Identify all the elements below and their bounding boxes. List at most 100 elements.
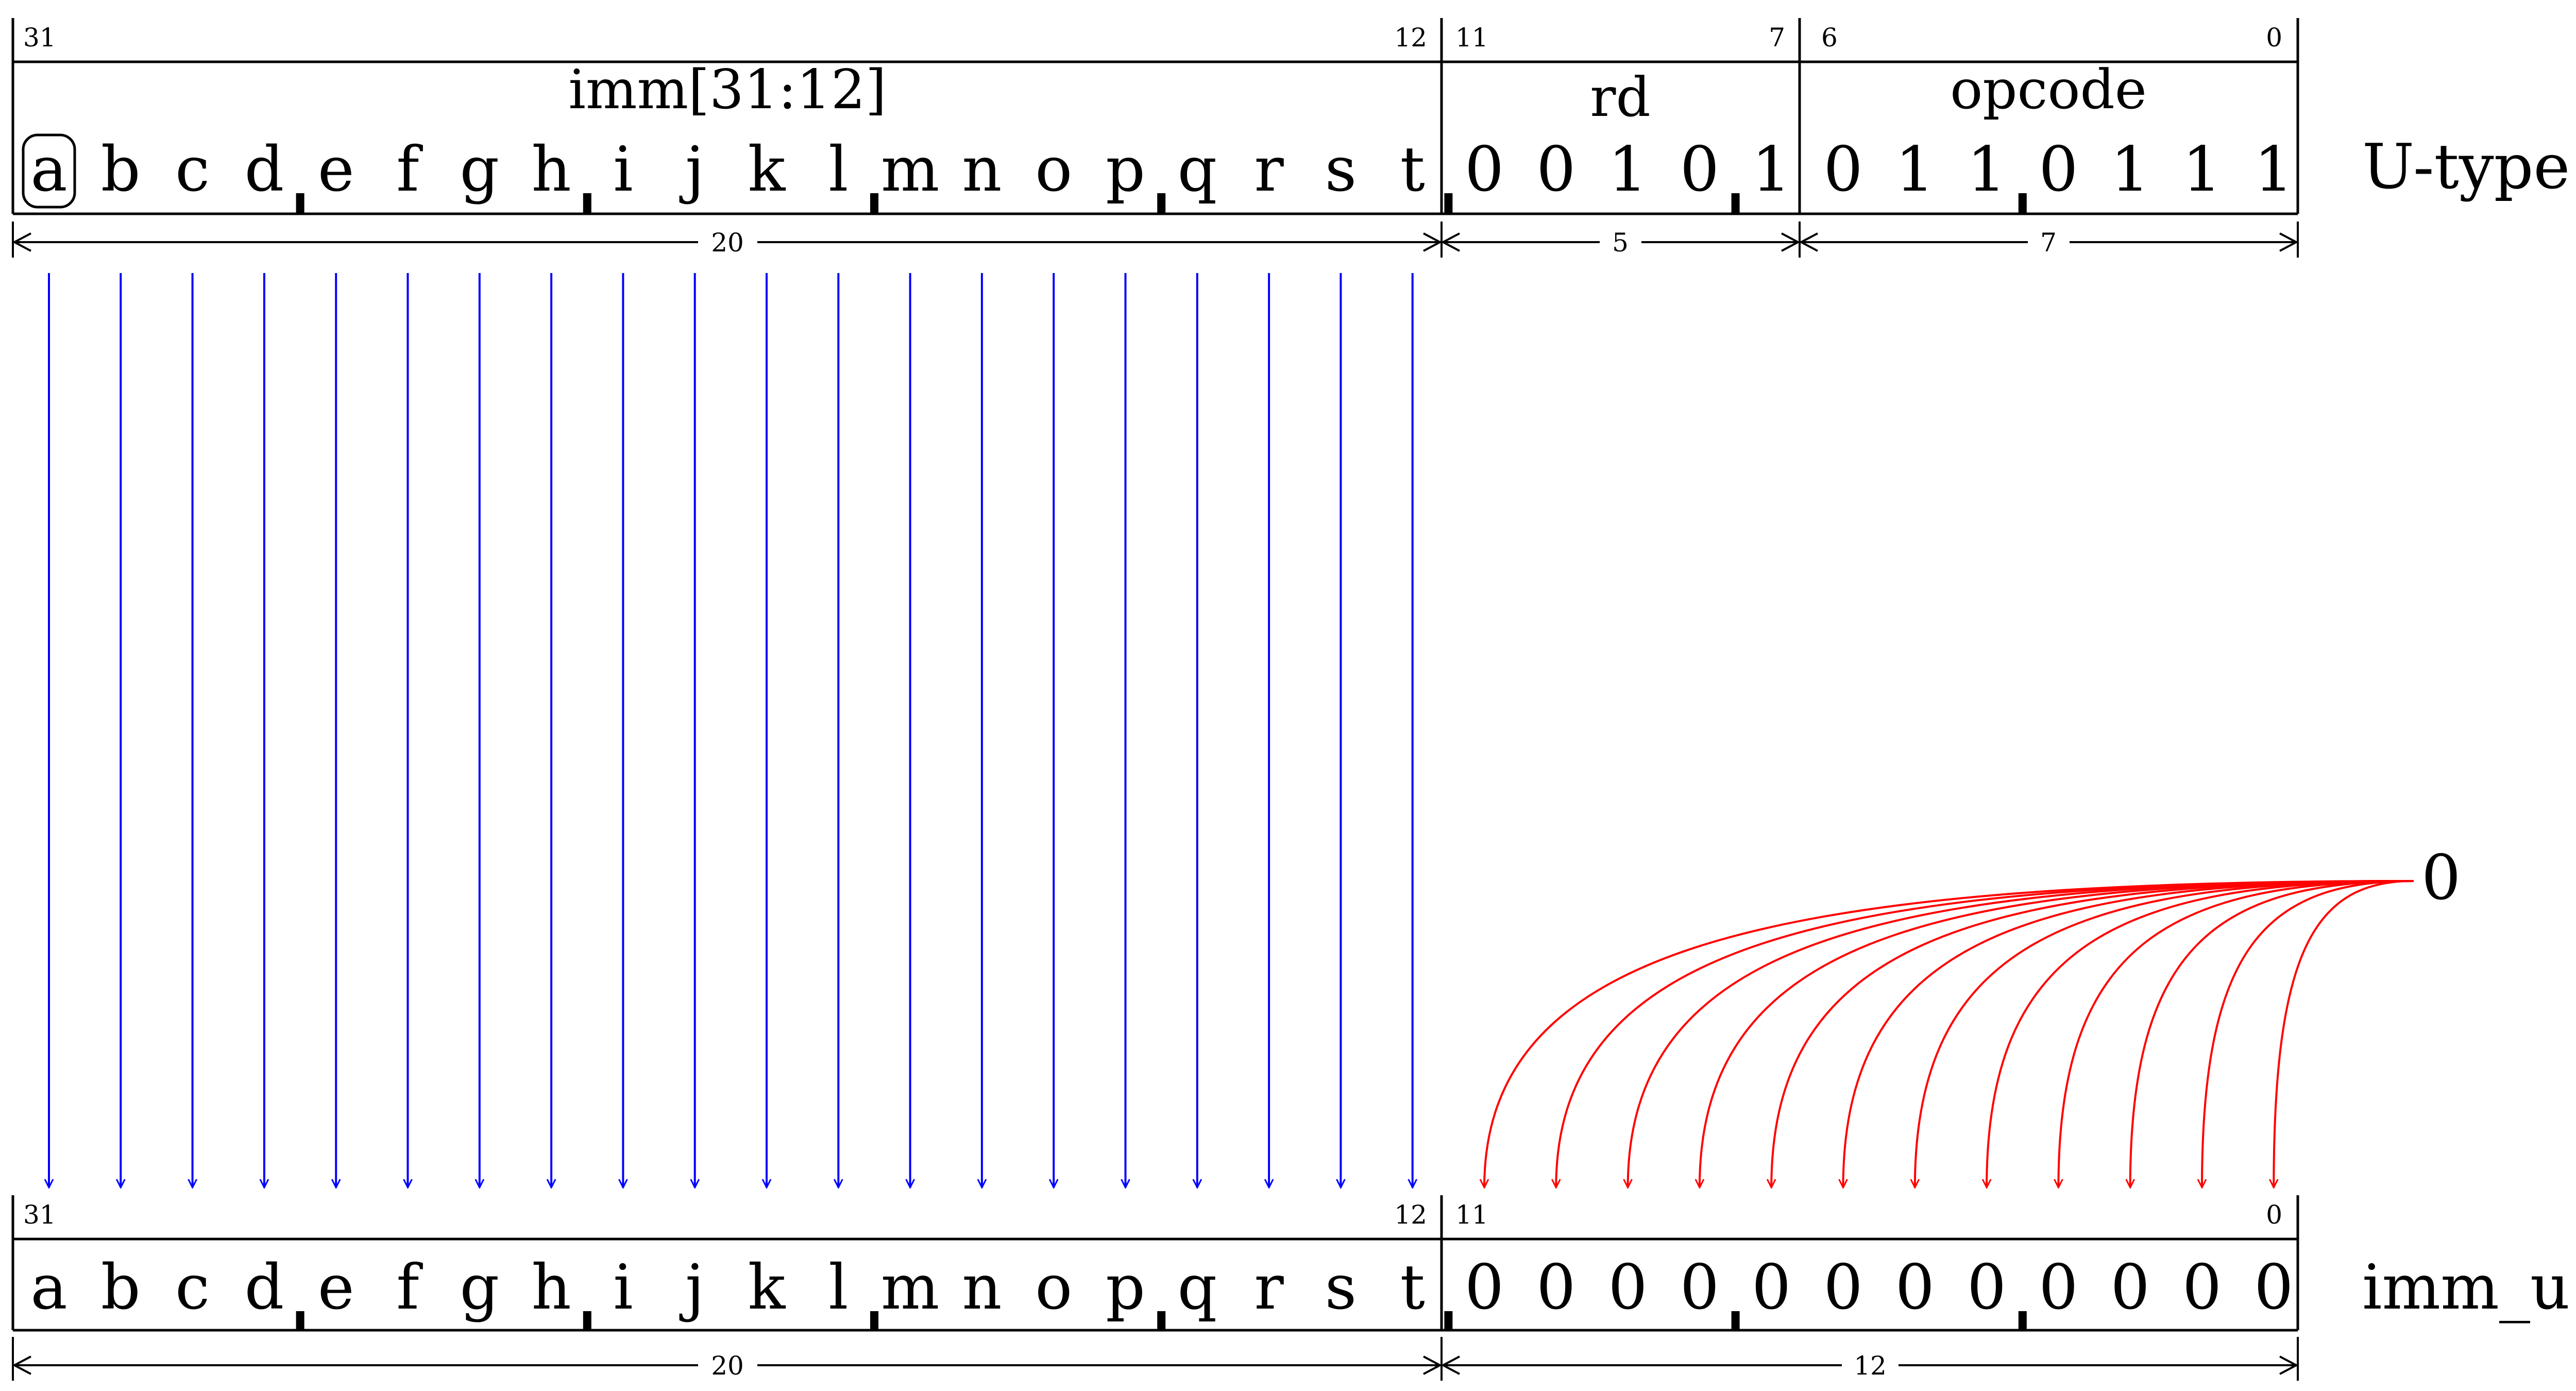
utype-bit-26: f: [396, 134, 423, 206]
zero-arrow-bit-6: [1843, 880, 2414, 1188]
immu-bit-11: 0: [1465, 1252, 1504, 1324]
utype-bit-7: 1: [1752, 134, 1791, 206]
utype-bit-2: 1: [2111, 134, 2150, 206]
zero-arrow-bit-9: [1628, 880, 2414, 1188]
immu-bit-14: r: [1254, 1252, 1284, 1324]
utype-field-opcode: opcode: [1950, 58, 2147, 121]
utype-bit-16: p: [1106, 134, 1145, 206]
immu-bitnum-11: 11: [1455, 1200, 1488, 1230]
u-type-register: 31 12 11 7 6 0 imm[31:12] rd opcode U-ty…: [11, 18, 2570, 258]
immu-bit-23: i: [613, 1252, 633, 1324]
utype-bit-27: e: [318, 134, 354, 206]
immu-bit-26: f: [396, 1252, 423, 1324]
immu-bit-17: o: [1035, 1252, 1072, 1324]
utype-bit-4: 1: [1967, 134, 2006, 206]
utype-bitnum-0: 0: [2266, 23, 2282, 53]
immu-bit-7: 0: [1752, 1252, 1791, 1324]
immu-bit-30: b: [101, 1252, 141, 1324]
utype-row-label: U-type: [2362, 131, 2570, 203]
immu-bit-18: n: [962, 1252, 1002, 1324]
utype-dim-rd-arrow-right: [1641, 232, 1801, 252]
utype-bit-25: g: [460, 134, 499, 206]
utype-field-rd: rd: [1590, 66, 1650, 129]
utype-width-rd: 5: [1612, 228, 1629, 258]
utype-dim-imm-arrow-right: [757, 232, 1443, 252]
utype-dim-rd-arrow-left: [1440, 232, 1600, 252]
immu-dim-lower-arrow-right: [1899, 1355, 2299, 1375]
immu-bit-25: g: [460, 1252, 499, 1324]
immu-bit-8: 0: [1680, 1252, 1719, 1324]
utype-bit-21: k: [748, 134, 786, 206]
utype-bit-28: d: [244, 134, 284, 206]
utype-bit-6: 0: [1823, 134, 1862, 206]
utype-field-imm: imm[31:12]: [568, 58, 886, 121]
immu-bitnum-12: 12: [1394, 1200, 1427, 1230]
zero-arrow-bit-10: [1556, 880, 2414, 1188]
immu-bit-4: 0: [1967, 1252, 2006, 1324]
zero-arrow-bit-11: [1484, 880, 2414, 1188]
utype-bit-31: a: [30, 134, 67, 206]
utype-width-opcode: 7: [2040, 228, 2057, 258]
utype-bitnum-31: 31: [23, 23, 56, 53]
immu-bit-13: s: [1325, 1252, 1357, 1324]
immu-bitnum-31: 31: [23, 1200, 56, 1230]
immu-bit-15: q: [1177, 1252, 1217, 1324]
immu-dim-upper-arrow-right: [757, 1355, 1443, 1375]
utype-bitnum-12: 12: [1394, 23, 1427, 53]
utype-bit-1: 1: [2182, 134, 2222, 206]
utype-bit-18: n: [962, 134, 1002, 206]
utype-bit-15: q: [1177, 134, 1217, 206]
utype-width-imm: 20: [711, 228, 744, 258]
utype-bit-12: t: [1400, 134, 1425, 206]
zero-arrow-bit-7: [1771, 880, 2414, 1188]
utype-bit-24: h: [531, 134, 571, 206]
utype-bit-17: o: [1035, 134, 1072, 206]
immu-bit-6: 0: [1823, 1252, 1862, 1324]
immu-bit-1: 0: [2182, 1252, 2222, 1324]
utype-dim-opcode-arrow-left: [1799, 232, 2028, 252]
immu-width-lower: 12: [1854, 1351, 1887, 1381]
immu-bit-12: t: [1400, 1252, 1425, 1324]
immu-bitnum-0: 0: [2266, 1200, 2282, 1230]
immu-bit-22: j: [679, 1252, 704, 1324]
zero-arrow-bit-4: [1987, 880, 2414, 1188]
utype-dim-opcode-arrow-right: [2070, 232, 2299, 252]
utype-bitnum-6: 6: [1821, 23, 1838, 53]
immu-width-upper: 20: [711, 1351, 744, 1381]
utype-bit-9: 1: [1608, 134, 1647, 206]
utype-nibble-ticks: [296, 193, 2027, 214]
utype-dim-imm-arrow-left: [12, 232, 698, 252]
immu-bit-31: a: [30, 1252, 67, 1324]
zero-source-label: 0: [2421, 842, 2461, 914]
immu-bit-28: d: [244, 1252, 284, 1324]
zero-arrow-bit-8: [1700, 880, 2414, 1188]
zero-arrow-bit-5: [1915, 880, 2414, 1188]
immu-bit-16: p: [1106, 1252, 1145, 1324]
utype-bit-5: 1: [1895, 134, 1935, 206]
zero-arrow-bit-1: [2202, 880, 2414, 1188]
zero-arrow-bit-0: [2274, 880, 2414, 1188]
immu-bit-5: 0: [1895, 1252, 1935, 1324]
utype-bit-22: j: [679, 134, 704, 206]
utype-bit-8: 0: [1680, 134, 1719, 206]
immu-dim-upper-arrow-left: [12, 1355, 698, 1375]
immu-nibble-ticks: [296, 1311, 2027, 1330]
utype-bitnum-11: 11: [1455, 23, 1488, 53]
utype-bit-30: b: [101, 134, 141, 206]
immu-bit-20: l: [828, 1252, 848, 1324]
immu-row-label: imm_u: [2362, 1252, 2570, 1324]
immu-bit-24: h: [531, 1252, 571, 1324]
zero-arrow-bit-3: [2058, 880, 2414, 1188]
immu-width-dimensions: 20 12: [12, 1337, 2299, 1381]
utype-bit-14: r: [1254, 134, 1284, 206]
immu-bit-2: 0: [2111, 1252, 2150, 1324]
immu-bit-3: 0: [2039, 1252, 2078, 1324]
zero-arrow-bit-2: [2130, 880, 2414, 1188]
utype-bit-13: s: [1325, 134, 1357, 206]
sign-bit-highlight: [22, 133, 76, 209]
immu-bit-27: e: [318, 1252, 354, 1324]
utype-bit-0: 1: [2254, 134, 2293, 206]
immu-bit-9: 0: [1608, 1252, 1647, 1324]
